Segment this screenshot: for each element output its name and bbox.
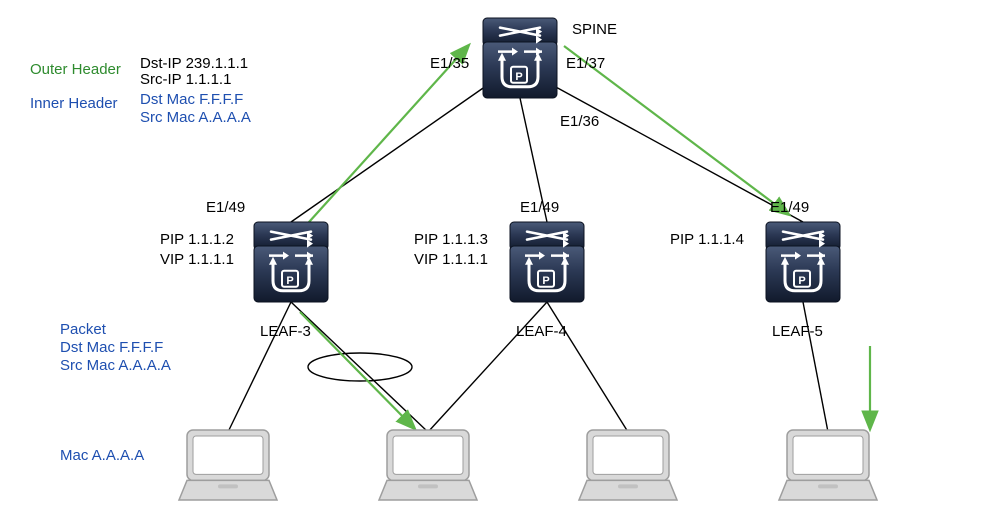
outer-header-line: Dst-IP 239.1.1.1: [140, 55, 248, 72]
inner-header-line: Src Mac A.A.A.A: [140, 109, 251, 126]
devices-layer: P P P P: [179, 18, 877, 500]
ip-label: VIP 1.1.1.1: [160, 251, 234, 268]
topology-link: [547, 302, 628, 432]
packet-line: Src Mac A.A.A.A: [60, 357, 171, 374]
port-label: E1/49: [520, 199, 559, 216]
port-label: E1/37: [566, 55, 605, 72]
labels-layer: SPINE LEAF-3 LEAF-4 LEAF-5 E1/35 E1/37 E1/36 E1…: [30, 21, 823, 464]
topology-link: [228, 302, 291, 432]
switch-label: SPINE: [572, 21, 617, 38]
flow-arrow: [300, 46, 468, 232]
inner-header-title: Inner Header: [30, 95, 118, 112]
mac-label: Mac A.A.A.A: [60, 447, 144, 464]
switch-spine: P: [483, 18, 557, 98]
svg-text:P: P: [515, 71, 522, 83]
port-label: E1/35: [430, 55, 469, 72]
topology-link: [291, 302, 428, 432]
svg-text:P: P: [798, 275, 805, 287]
port-label: E1/49: [206, 199, 245, 216]
packet-line: Dst Mac F.F.F.F: [60, 339, 163, 356]
switch-leaf4: P: [510, 222, 584, 302]
port-label: E1/36: [560, 113, 599, 130]
laptop-2: [379, 430, 477, 500]
ip-label: VIP 1.1.1.1: [414, 251, 488, 268]
svg-text:P: P: [542, 275, 549, 287]
svg-text:P: P: [286, 275, 293, 287]
laptop-4: [779, 430, 877, 500]
port-label: E1/49: [770, 199, 809, 216]
topology-link: [803, 302, 828, 432]
switch-label: LEAF-4: [516, 323, 567, 340]
ip-label: PIP 1.1.1.4: [670, 231, 744, 248]
laptop-1: [179, 430, 277, 500]
topology-link: [428, 302, 547, 432]
topology-link: [554, 86, 803, 222]
inner-header-line: Dst Mac F.F.F.F: [140, 91, 243, 108]
switch-leaf5: P: [766, 222, 840, 302]
packet-line: Packet: [60, 321, 107, 338]
outer-header-line: Src-IP 1.1.1.1: [140, 71, 231, 88]
ip-label: PIP 1.1.1.3: [414, 231, 488, 248]
topology-link: [291, 86, 486, 222]
ip-label: PIP 1.1.1.2: [160, 231, 234, 248]
laptop-3: [579, 430, 677, 500]
outer-header-title: Outer Header: [30, 61, 121, 78]
flow-arrow: [300, 312, 414, 428]
switch-leaf3: P: [254, 222, 328, 302]
switch-label: LEAF-3: [260, 323, 311, 340]
switch-label: LEAF-5: [772, 323, 823, 340]
